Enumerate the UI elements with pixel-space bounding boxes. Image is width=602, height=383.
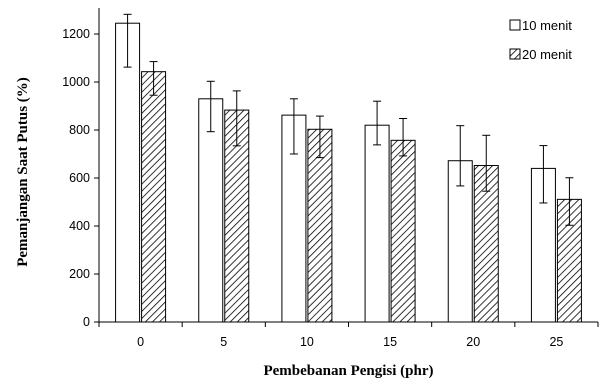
bar-series-1 [530,167,556,323]
legend-swatch [509,48,521,60]
x-tick-label: 20 [466,335,480,349]
x-axis-title: Pembebanan Pengisi (phr) [263,363,433,379]
bar-series-1 [447,160,473,323]
y-tick-label: 800 [69,123,90,137]
y-tick-label: 0 [83,315,90,329]
y-tick-label: 200 [69,267,90,281]
bar-series-1 [115,22,141,323]
bar-series-1 [364,124,390,323]
bar-series-1 [281,114,307,323]
legend-swatch [509,19,521,31]
y-tick-label: 1000 [62,75,90,89]
x-tick-label: 15 [383,335,397,349]
x-tick-label: 0 [137,335,144,349]
error-bars [123,13,574,226]
axes [94,8,599,327]
y-tick-label: 600 [69,171,90,185]
legend: 10 menit 20 menit [509,18,572,62]
bars [115,22,582,323]
bar-series-2 [390,139,416,323]
y-tick-label: 1200 [62,27,90,41]
y-tick-label: 400 [69,219,90,233]
legend-label: 10 menit [522,18,572,33]
x-tick-label: 25 [549,335,563,349]
tick-labels: 0 200 400 600 800 1000 1200 0 5 10 15 20 25 [62,27,563,349]
bar-series-1 [198,98,224,323]
x-tick-label: 5 [220,335,227,349]
bar-series-2 [307,128,333,323]
legend-label: 20 menit [522,47,572,62]
y-axis-title: Pemanjangan Saat Putus (%) [15,77,31,267]
x-tick-label: 10 [300,335,314,349]
bar-series-2 [141,71,167,323]
